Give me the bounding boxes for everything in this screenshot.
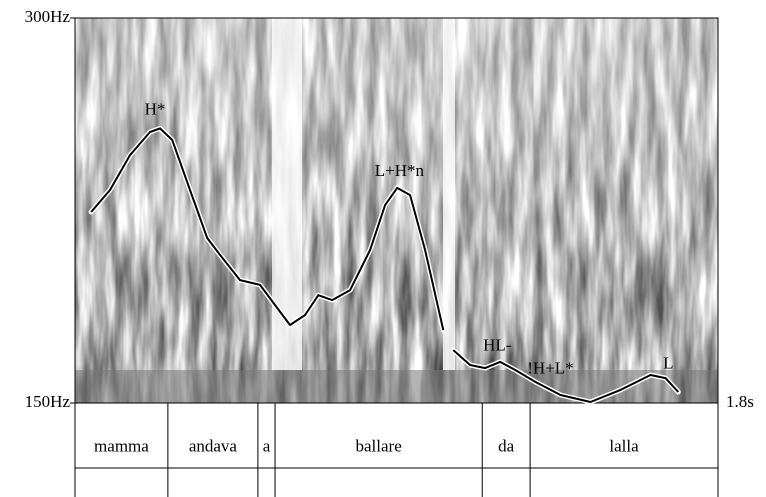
- word-label: ballare: [356, 436, 402, 455]
- tone-label: !H+L*: [527, 359, 573, 378]
- pitch-contour: [90, 127, 680, 403]
- spectrogram: [75, 18, 718, 403]
- word-label: andava: [189, 436, 238, 455]
- x-tick-label: 1.8s: [726, 392, 754, 411]
- word-label: da: [498, 436, 515, 455]
- tone-label: L: [663, 353, 673, 372]
- plot-frame: [74, 17, 719, 404]
- word-label: lalla: [609, 436, 639, 455]
- word-label: mamma: [94, 436, 149, 455]
- tone-label: H*: [145, 99, 166, 118]
- y-tick-label: 300Hz: [25, 7, 71, 26]
- tone-label: HL-: [483, 335, 512, 354]
- y-tick-label: 150Hz: [25, 392, 71, 411]
- word-label: a: [263, 436, 271, 455]
- tone-label: L+H*n: [375, 161, 425, 180]
